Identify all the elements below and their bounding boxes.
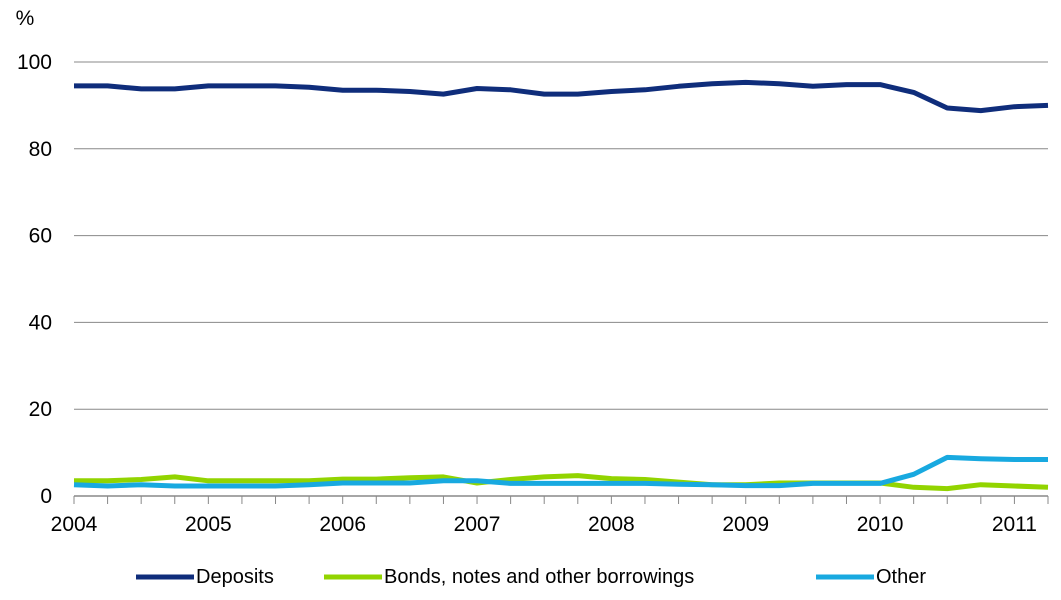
x-tick-label: 2011 <box>992 513 1037 536</box>
legend-label: Deposits <box>196 566 274 588</box>
y-tick-label: 80 <box>29 138 52 161</box>
x-tick-label: 2006 <box>319 513 366 536</box>
y-tick-label: 100 <box>17 51 52 74</box>
y-tick-label: 40 <box>29 311 52 334</box>
x-tick-label: 2009 <box>722 513 769 536</box>
x-tick-label: 2005 <box>185 513 232 536</box>
y-tick-labels: 0 20 40 60 80 100 <box>17 51 52 508</box>
series-line <box>74 79 1049 114</box>
x-tick-label: 2008 <box>588 513 635 536</box>
legend: Deposits Bonds, notes and other borrowing… <box>136 566 926 588</box>
x-tick-label: 2004 <box>51 513 98 536</box>
y-tick-label: 20 <box>29 398 52 421</box>
x-tick-label: 2007 <box>454 513 501 536</box>
x-axis: 2004 2005 2006 2007 2008 2009 2010 2011 <box>51 495 1049 536</box>
y-axis-label: % <box>16 7 35 30</box>
gridlines <box>74 61 1048 410</box>
x-tick-label: 2010 <box>857 513 904 536</box>
legend-label: Bonds, notes and other borrowings <box>384 566 694 588</box>
legend-label: Other <box>876 566 926 588</box>
series-lines <box>73 79 1049 492</box>
series-line <box>73 454 1048 489</box>
y-tick-label: 0 <box>40 485 52 508</box>
y-tick-label: 60 <box>29 225 52 248</box>
